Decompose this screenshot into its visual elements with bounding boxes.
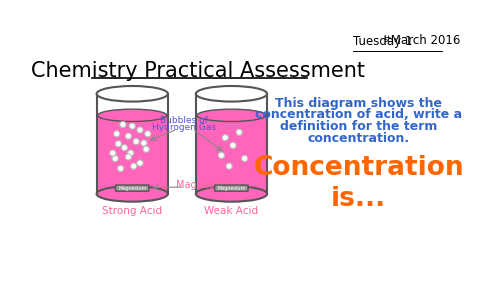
Circle shape [230, 142, 236, 148]
Circle shape [144, 131, 151, 137]
Text: Tuesday 1: Tuesday 1 [353, 35, 412, 47]
Text: Strong Acid: Strong Acid [102, 206, 162, 216]
Circle shape [122, 145, 128, 151]
Circle shape [128, 150, 134, 156]
Circle shape [218, 152, 224, 158]
Circle shape [126, 133, 132, 139]
Circle shape [129, 123, 136, 129]
Circle shape [143, 146, 150, 152]
Circle shape [133, 139, 139, 145]
Text: st: st [384, 35, 391, 44]
FancyBboxPatch shape [116, 185, 149, 191]
Bar [96, 94, 168, 194]
Circle shape [242, 155, 248, 162]
Circle shape [130, 163, 137, 169]
Circle shape [118, 166, 124, 171]
Circle shape [114, 131, 120, 137]
Bar [98, 115, 166, 194]
Ellipse shape [197, 109, 266, 121]
Circle shape [110, 150, 116, 156]
Ellipse shape [96, 86, 168, 101]
Text: definition for the term: definition for the term [280, 120, 437, 133]
Circle shape [115, 141, 121, 147]
Circle shape [222, 135, 228, 141]
FancyBboxPatch shape [215, 185, 248, 191]
Circle shape [126, 154, 132, 160]
Circle shape [112, 155, 118, 162]
Text: Magnesium: Magnesium [218, 186, 246, 191]
Bar [197, 115, 266, 194]
Text: March 2016: March 2016 [387, 35, 460, 47]
Bar [196, 94, 267, 194]
Text: Magnesium: Magnesium [176, 180, 233, 191]
Circle shape [137, 127, 143, 133]
Ellipse shape [196, 86, 267, 101]
Text: concentration.: concentration. [308, 132, 410, 144]
Circle shape [141, 140, 147, 146]
Text: Magnesium: Magnesium [118, 186, 146, 191]
Text: Bubbles of: Bubbles of [160, 116, 208, 125]
Ellipse shape [96, 186, 168, 202]
Text: Weak Acid: Weak Acid [204, 206, 258, 216]
Circle shape [120, 121, 126, 128]
Text: concentration of acid, write a: concentration of acid, write a [255, 108, 462, 121]
Circle shape [137, 160, 143, 166]
Text: Concentration: Concentration [253, 155, 464, 181]
Text: Chemistry Practical Assessment: Chemistry Practical Assessment [31, 61, 365, 81]
Circle shape [236, 129, 242, 135]
Text: This diagram shows the: This diagram shows the [275, 97, 442, 110]
Ellipse shape [196, 186, 267, 202]
Circle shape [226, 163, 232, 169]
Text: is...: is... [331, 186, 386, 212]
Ellipse shape [98, 109, 166, 121]
Text: Hydrogen Gas: Hydrogen Gas [152, 123, 216, 132]
